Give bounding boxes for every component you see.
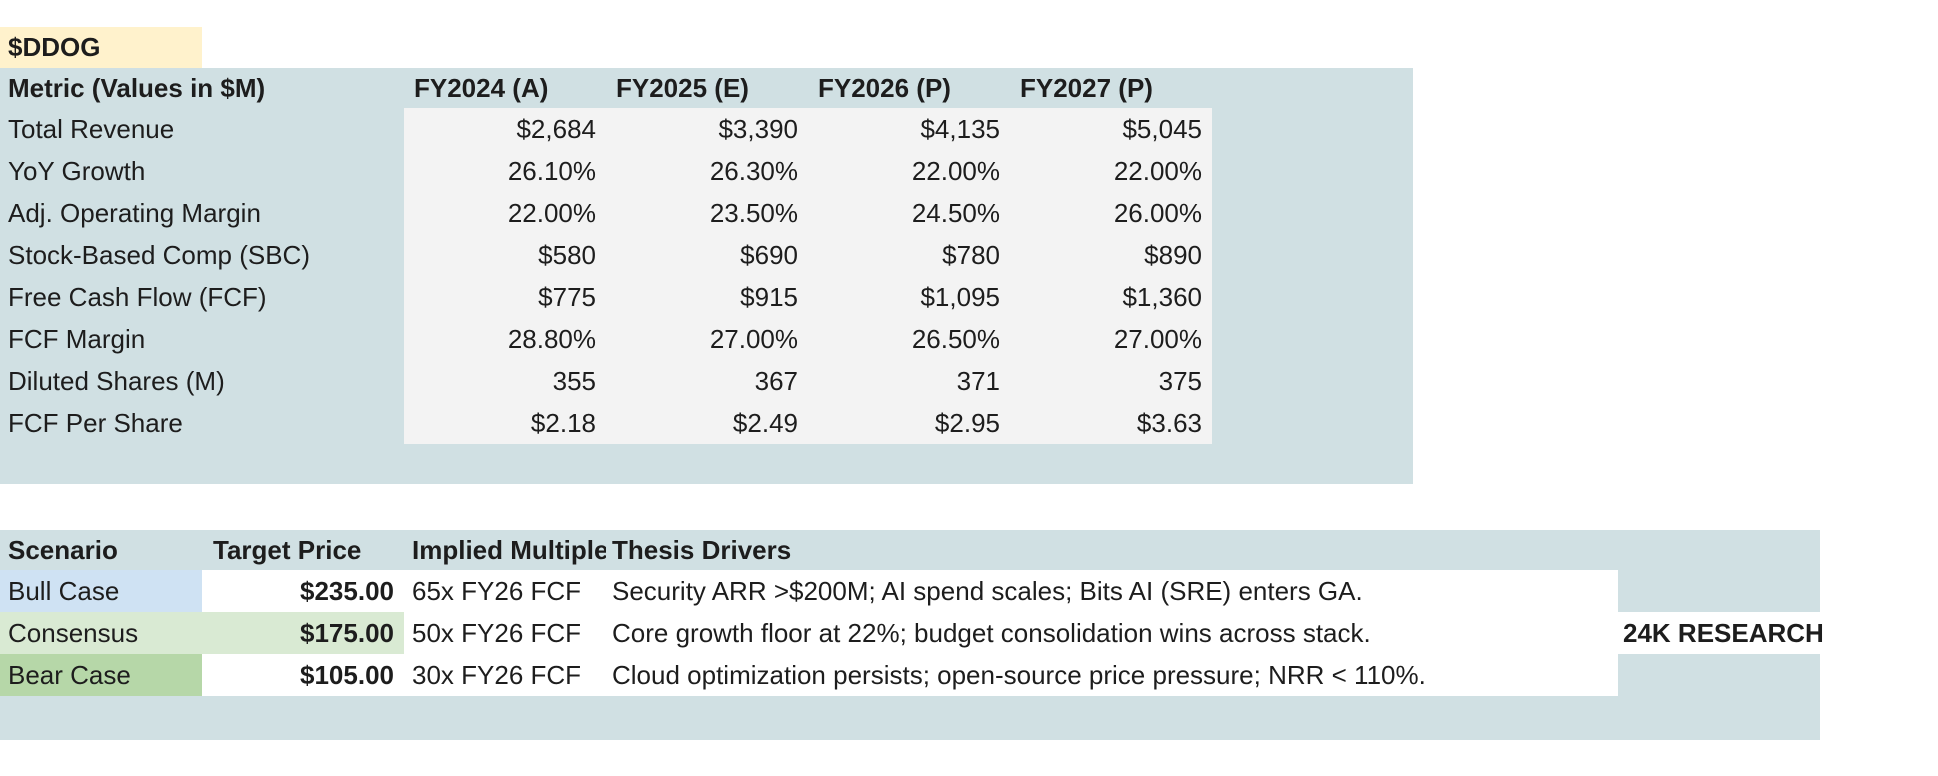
scenario-name-cell[interactable]: Bear Case	[0, 654, 202, 696]
metric-value[interactable]: $4,135	[808, 108, 1010, 150]
table-row-diluted-shares: Diluted Shares (M) 355 367 371 375	[0, 360, 1212, 402]
implied-multiple-cell[interactable]: 65x FY26 FCF	[404, 570, 606, 612]
metric-value[interactable]: $2.95	[808, 402, 1010, 444]
thesis-drivers-cell[interactable]: Core growth floor at 22%; budget consoli…	[606, 612, 1618, 654]
metric-value[interactable]: 22.00%	[1010, 150, 1212, 192]
metric-label[interactable]: FCF Per Share	[8, 408, 183, 438]
thesis-drivers-cell[interactable]: Security ARR >$200M; AI spend scales; Bi…	[606, 570, 1618, 612]
metric-label[interactable]: FCF Margin	[8, 324, 146, 354]
metric-value[interactable]: $580	[404, 234, 606, 276]
table-row-consensus: Consensus $175.00 50x FY26 FCF Core grow…	[0, 612, 1938, 654]
metric-value[interactable]: $5,045	[1010, 108, 1212, 150]
scenario-header-implied-multiple[interactable]: Implied Multiple	[412, 535, 606, 565]
metrics-header-fy2026[interactable]: FY2026 (P)	[818, 73, 951, 103]
thesis-drivers-cell[interactable]: Cloud optimization persists; open-source…	[606, 654, 1618, 696]
scenario-table: Scenario Target Price Implied Multiple T…	[0, 530, 1938, 740]
metric-value[interactable]: $780	[808, 234, 1010, 276]
scenario-name-cell[interactable]: Consensus	[0, 612, 202, 654]
scenario-header-target-price[interactable]: Target Price	[213, 535, 362, 565]
target-price-cell[interactable]: $235.00	[202, 570, 404, 612]
scenario-header-row: Scenario Target Price Implied Multiple T…	[0, 530, 1938, 570]
metric-value[interactable]: $690	[606, 234, 808, 276]
implied-multiple-cell[interactable]: 50x FY26 FCF	[404, 612, 606, 654]
metric-value[interactable]: 371	[808, 360, 1010, 402]
metric-label[interactable]: Free Cash Flow (FCF)	[8, 282, 267, 312]
table-row-fcf-margin: FCF Margin 28.80% 27.00% 26.50% 27.00%	[0, 318, 1212, 360]
target-price-cell[interactable]: $105.00	[202, 654, 404, 696]
ticker-cell[interactable]: $DDOG	[0, 27, 202, 68]
metric-value[interactable]: 26.10%	[404, 150, 606, 192]
table-row-total-revenue: Total Revenue $2,684 $3,390 $4,135 $5,04…	[0, 108, 1212, 150]
metric-value[interactable]: $775	[404, 276, 606, 318]
metric-value[interactable]: 355	[404, 360, 606, 402]
research-brand-label: 24K RESEARCH	[1618, 612, 1938, 654]
metric-value[interactable]: $2.49	[606, 402, 808, 444]
metric-value[interactable]: $2,684	[404, 108, 606, 150]
scenario-header-scenario[interactable]: Scenario	[8, 535, 118, 565]
scenario-header-thesis-drivers[interactable]: Thesis Drivers	[612, 535, 792, 565]
table-row-yoy-growth: YoY Growth 26.10% 26.30% 22.00% 22.00%	[0, 150, 1212, 192]
metrics-header-fy2024[interactable]: FY2024 (A)	[414, 73, 549, 103]
metrics-header-row: Metric (Values in $M) FY2024 (A) FY2025 …	[0, 68, 1212, 108]
row-end-spacer	[1618, 654, 1938, 696]
metric-value[interactable]: 26.00%	[1010, 192, 1212, 234]
target-price-cell[interactable]: $175.00	[202, 612, 404, 654]
metric-label[interactable]: Total Revenue	[8, 114, 175, 144]
scenario-name-cell[interactable]: Bull Case	[0, 570, 202, 612]
metric-label[interactable]: Stock-Based Comp (SBC)	[8, 240, 310, 270]
metric-value[interactable]: 26.50%	[808, 318, 1010, 360]
metric-value[interactable]: 22.00%	[404, 192, 606, 234]
scenario-header-spacer	[1618, 530, 1938, 570]
metric-value[interactable]: 22.00%	[808, 150, 1010, 192]
metric-value[interactable]: 367	[606, 360, 808, 402]
table-row-fcf-per-share: FCF Per Share $2.18 $2.49 $2.95 $3.63	[0, 402, 1212, 444]
metrics-header-fy2025[interactable]: FY2025 (E)	[616, 73, 749, 103]
metric-value[interactable]: 23.50%	[606, 192, 808, 234]
metric-label[interactable]: YoY Growth	[8, 156, 146, 186]
metric-value[interactable]: $1,360	[1010, 276, 1212, 318]
table-row-adj-operating-margin: Adj. Operating Margin 22.00% 23.50% 24.5…	[0, 192, 1212, 234]
metrics-header-fy2027[interactable]: FY2027 (P)	[1020, 73, 1153, 103]
metric-value[interactable]: $2.18	[404, 402, 606, 444]
table-row-free-cash-flow: Free Cash Flow (FCF) $775 $915 $1,095 $1…	[0, 276, 1212, 318]
table-row-bull-case: Bull Case $235.00 65x FY26 FCF Security …	[0, 570, 1938, 612]
table-row-stock-based-comp: Stock-Based Comp (SBC) $580 $690 $780 $8…	[0, 234, 1212, 276]
metric-value[interactable]: $3.63	[1010, 402, 1212, 444]
table-row-bear-case: Bear Case $105.00 30x FY26 FCF Cloud opt…	[0, 654, 1938, 696]
metric-value[interactable]: 375	[1010, 360, 1212, 402]
metric-value[interactable]: $890	[1010, 234, 1212, 276]
metric-label[interactable]: Diluted Shares (M)	[8, 366, 225, 396]
metric-value[interactable]: 26.30%	[606, 150, 808, 192]
metric-value[interactable]: 24.50%	[808, 192, 1010, 234]
metrics-header-metric[interactable]: Metric (Values in $M)	[8, 73, 266, 103]
metric-value[interactable]: 28.80%	[404, 318, 606, 360]
metric-value[interactable]: $915	[606, 276, 808, 318]
row-end-spacer	[1618, 570, 1938, 612]
metric-value[interactable]: 27.00%	[606, 318, 808, 360]
metrics-table: Metric (Values in $M) FY2024 (A) FY2025 …	[0, 68, 1413, 484]
implied-multiple-cell[interactable]: 30x FY26 FCF	[404, 654, 606, 696]
metric-value[interactable]: 27.00%	[1010, 318, 1212, 360]
metric-label[interactable]: Adj. Operating Margin	[8, 198, 261, 228]
metric-value[interactable]: $3,390	[606, 108, 808, 150]
metric-value[interactable]: $1,095	[808, 276, 1010, 318]
